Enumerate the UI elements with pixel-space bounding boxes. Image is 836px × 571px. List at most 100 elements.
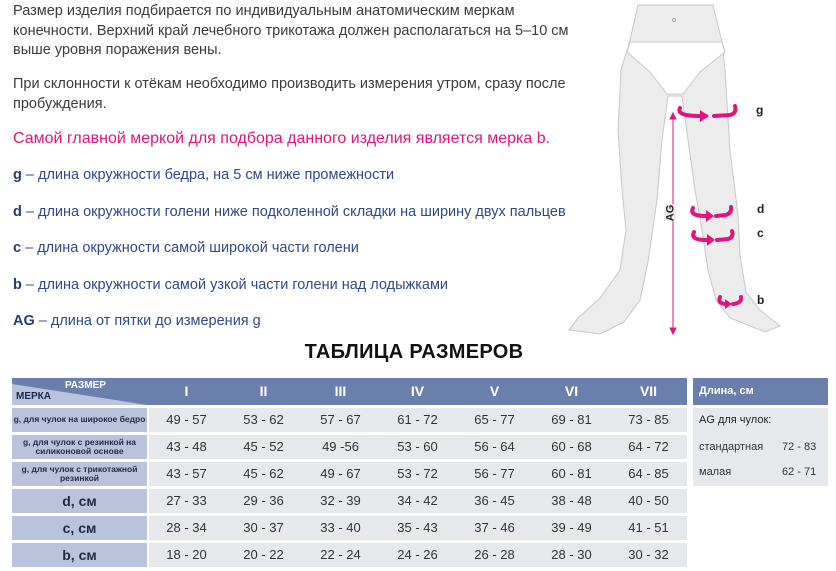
definition-key: AG (13, 313, 35, 329)
row-values: 18 - 20 20 - 22 22 - 24 24 - 26 26 - 28 28 - … (149, 543, 687, 567)
table-cell: 34 - 42 (397, 493, 438, 508)
table-cell: 56 - 77 (474, 466, 515, 481)
table-cell: 64 - 85 (628, 466, 669, 481)
size-header-2: II (259, 383, 268, 399)
table-cell: 38 - 48 (551, 493, 592, 508)
size-header-7: VII (639, 383, 658, 399)
label-d: d (757, 202, 765, 216)
ag-arrow (669, 111, 677, 336)
table-cell: 73 - 85 (628, 412, 669, 427)
length-panel: Длина, см AG для чулок: стандартная 72 -… (693, 378, 828, 486)
table-cell: 43 - 57 (166, 466, 207, 481)
table-row: g, для чулок с трикотажной резинкой 43 - … (12, 462, 687, 486)
table-cell: 64 - 72 (628, 439, 669, 454)
definition-key: c (13, 240, 22, 256)
row-label: c, см (12, 516, 147, 540)
corner-diagonal (12, 384, 147, 405)
definition-g: g – длина окружности бедра, на 5 см ниже… (13, 167, 394, 183)
table-cell: 45 - 52 (243, 439, 284, 454)
table-row: c, см 28 - 34 30 - 37 33 - 40 35 - 43 37 - 46… (12, 516, 687, 540)
navel (672, 18, 676, 22)
table-cell: 24 - 26 (397, 547, 438, 562)
definition-key: g (13, 167, 22, 183)
table-cell: 28 - 30 (551, 547, 592, 562)
row-values: 43 - 48 45 - 52 49 -56 53 - 60 56 - 64 60 - 6… (149, 435, 687, 459)
definition-text: – длина окружности самой широкой части г… (21, 240, 359, 256)
row-values: 49 - 57 53 - 62 57 - 67 61 - 72 65 - 77 69 - … (149, 408, 687, 432)
table-cell: 22 - 24 (320, 547, 361, 562)
table-cell: 49 - 67 (320, 466, 361, 481)
row-values: 27 - 33 29 - 36 32 - 39 34 - 42 36 - 45 38 - … (149, 489, 687, 513)
table-header: РАЗМЕР МЕРКА I II III IV V VI VII (12, 378, 687, 405)
row-label: g, для чулок на широкое бедро (12, 408, 147, 432)
table-cell: 27 - 33 (166, 493, 207, 508)
table-cell: 35 - 43 (397, 520, 438, 535)
label-g: g (756, 103, 764, 117)
length-label-small: малая (699, 466, 732, 478)
table-cell: 53 - 72 (397, 466, 438, 481)
row-label: g, для чулок с трикотажной резинкой (12, 462, 147, 486)
table-cell: 56 - 64 (474, 439, 515, 454)
table-cell: 69 - 81 (551, 412, 592, 427)
row-values: 43 - 57 45 - 62 49 - 67 53 - 72 56 - 77 60 - … (149, 462, 687, 486)
row-label: g, для чулок с резинкой на силиконовой о… (12, 435, 147, 459)
table-cell: 53 - 60 (397, 439, 438, 454)
table-cell: 60 - 68 (551, 439, 592, 454)
table-cell: 20 - 22 (243, 547, 284, 562)
table-cell: 26 - 28 (474, 547, 515, 562)
table-cell: 36 - 45 (474, 493, 515, 508)
definition-c: c – длина окружности самой широкой части… (13, 240, 359, 256)
size-header-1: I (184, 383, 189, 399)
underwear (626, 41, 726, 95)
table-cell: 40 - 50 (628, 493, 669, 508)
label-b: b (757, 293, 765, 307)
table-row: d, см 27 - 33 29 - 36 32 - 39 34 - 42 36 - 45… (12, 489, 687, 513)
corner-measure-label: МЕРКА (16, 391, 51, 402)
table-row: b, см 18 - 20 20 - 22 22 - 24 24 - 26 26 - 28… (12, 543, 687, 567)
table-cell: 57 - 67 (320, 412, 361, 427)
definition-d: d – длина окружности голени ниже подколе… (13, 204, 566, 220)
length-body: AG для чулок: стандартная 72 - 83 малая … (693, 408, 828, 486)
table-cell: 41 - 51 (628, 520, 669, 535)
table-cell: 37 - 46 (474, 520, 515, 535)
size-header-6: VI (564, 383, 579, 399)
definition-text: – длина окружности голени ниже подколенн… (21, 204, 566, 220)
table-cell: 39 - 49 (551, 520, 592, 535)
table-cell: 30 - 37 (243, 520, 284, 535)
length-value-small: 62 - 71 (782, 466, 817, 478)
length-subtitle: AG для чулок: (699, 414, 772, 426)
length-header: Длина, см (693, 378, 828, 405)
intro-paragraph-1: Размер изделия подбирается по индивидуал… (13, 3, 569, 58)
corner-size-label: РАЗМЕР (65, 380, 106, 391)
length-label-standard: стандартная (699, 441, 764, 453)
label-c: c (757, 226, 764, 240)
definition-ag: AG – длина от пятки до измерения g (13, 313, 261, 329)
legs-illustration (568, 4, 781, 336)
highlight-note: Самой главной меркой для подбора данного… (13, 130, 551, 147)
legs-outline (568, 4, 781, 335)
definition-text: – длина окружности самой узкой части гол… (21, 277, 449, 293)
table-cell: 18 - 20 (166, 547, 207, 562)
label-ag: AG (664, 204, 677, 222)
c-measure-arrow (691, 229, 735, 242)
size-header-4: IV (410, 383, 425, 399)
intro-paragraph-2: При склонности к отёкам необходимо произ… (13, 76, 566, 112)
table-cell: 43 - 48 (166, 439, 207, 454)
table-cell: 60 - 81 (551, 466, 592, 481)
table-cell: 49 -56 (322, 439, 359, 454)
definition-text: – длина окружности бедра, на 5 см ниже п… (21, 167, 395, 183)
row-label: b, см (12, 543, 147, 567)
table-cell: 49 - 57 (166, 412, 207, 427)
table-cell: 28 - 34 (166, 520, 207, 535)
g-measure-arrow (677, 104, 738, 118)
table-cell: 61 - 72 (397, 412, 438, 427)
definition-b: b – длина окружности самой узкой части г… (13, 277, 448, 293)
table-cell: 65 - 77 (474, 412, 515, 427)
table-cell: 29 - 36 (243, 493, 284, 508)
row-label: d, см (12, 489, 147, 513)
d-measure-arrow (690, 205, 734, 218)
table-cell: 53 - 62 (243, 412, 284, 427)
table-cell: 45 - 62 (243, 466, 284, 481)
size-header-3: III (334, 383, 347, 399)
table-cell: 33 - 40 (320, 520, 361, 535)
